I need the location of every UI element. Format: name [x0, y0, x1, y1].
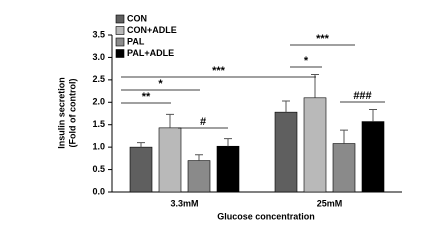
bar	[158, 127, 182, 193]
bar	[361, 121, 385, 193]
x-axis-label: Glucose concentration	[217, 211, 315, 221]
bar	[129, 146, 153, 193]
y-tick-label: 2.0	[92, 97, 105, 107]
y-tick-label: 1.0	[92, 142, 105, 152]
error-bar	[137, 142, 145, 148]
error-bar	[369, 108, 377, 122]
y-tick-label: 3.0	[92, 52, 105, 62]
error-bar	[340, 129, 348, 144]
y-axis-label: (Fold of control)	[67, 79, 77, 148]
legend-label: CON+ADLE	[127, 25, 177, 35]
significance-label: ###	[353, 90, 371, 102]
bar	[274, 111, 298, 193]
bar	[187, 160, 211, 193]
significance-label: ***	[212, 65, 226, 77]
legend-label: PAL	[127, 36, 145, 46]
bar	[216, 145, 240, 193]
x-tick-label: 3.3mM	[170, 198, 198, 208]
y-tick-label: 0.0	[92, 186, 105, 196]
legend-swatch	[115, 49, 125, 58]
significance-label: *	[304, 55, 309, 67]
significance-label: ***	[316, 33, 330, 45]
legend-swatch	[115, 37, 125, 47]
error-bar	[224, 138, 232, 147]
error-bar	[166, 113, 174, 128]
y-tick-label: 3.5	[92, 29, 105, 39]
bar	[303, 97, 327, 193]
error-bar	[311, 73, 319, 98]
legend-swatch	[115, 14, 125, 24]
bar	[332, 143, 356, 193]
y-axis-label: Insulin secretion	[56, 77, 66, 149]
y-tick-label: 2.5	[92, 74, 105, 84]
x-tick-label: 25mM	[317, 198, 343, 208]
significance-label: *	[158, 78, 163, 90]
chart: Glucose concentration Insulin secretion …	[56, 13, 402, 221]
y-tick-label: 0.5	[92, 164, 105, 174]
error-bar	[282, 100, 290, 113]
y-tick-label: 1.5	[92, 119, 105, 129]
legend-swatch	[115, 26, 125, 35]
significance-label: **	[142, 91, 151, 103]
error-bar	[195, 154, 203, 161]
legend-label: CON	[127, 13, 147, 23]
significance-label: #	[200, 116, 206, 128]
legend-label: PAL+ADLE	[127, 48, 174, 58]
